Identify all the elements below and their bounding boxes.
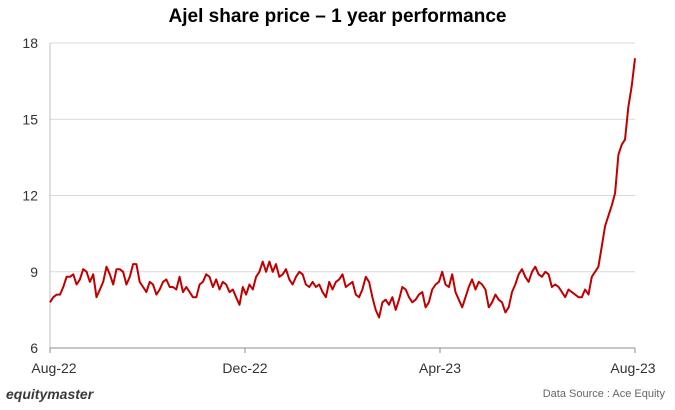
x-tick-label: Aug-22 bbox=[31, 360, 76, 376]
y-tick-label: 6 bbox=[30, 340, 38, 356]
price-line bbox=[49, 58, 636, 319]
y-tick-label: 12 bbox=[22, 188, 38, 204]
data-source: Data Source : Ace Equity bbox=[542, 388, 665, 400]
y-tick-label: 15 bbox=[22, 111, 38, 127]
y-tick-label: 18 bbox=[22, 35, 38, 51]
chart-title: Ajel share price – 1 year performance bbox=[168, 6, 507, 27]
x-tick-label: Aug-23 bbox=[610, 360, 655, 376]
x-tick-label: Dec-22 bbox=[222, 360, 267, 376]
x-tick-label: Apr-23 bbox=[419, 360, 461, 376]
y-tick-label: 9 bbox=[30, 264, 38, 280]
brand-logo: equitymaster bbox=[6, 386, 94, 402]
